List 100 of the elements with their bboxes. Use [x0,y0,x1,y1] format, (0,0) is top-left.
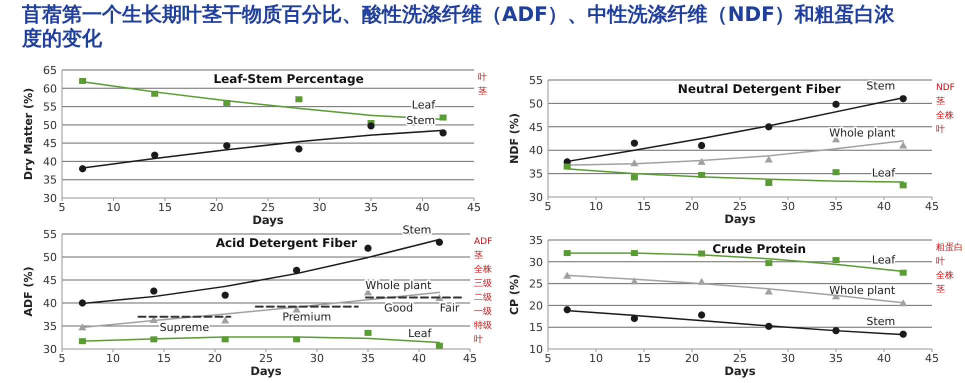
point [698,311,706,319]
point [832,257,840,264]
y-tick-label: 50 [529,97,543,110]
annotation: Fair [440,301,460,314]
text: 茎 [936,96,945,107]
x-tick-label: 40 [412,352,426,365]
series-label: Stem [866,315,896,328]
x-axis-title: Days [724,212,756,226]
x-tick-label: 10 [589,352,603,365]
point [221,316,230,324]
text: 全株 [936,270,954,281]
x-tick-label: 45 [925,200,939,213]
x-tick-label: 35 [361,352,375,365]
x-tick-label: 40 [877,200,891,213]
text: ADF [474,237,492,247]
x-axis-title: Days [250,364,282,378]
point [364,330,372,336]
point [764,287,773,294]
x-tick-label: 15 [637,200,651,213]
y-tick-label: 50 [43,251,57,264]
series-label: Stem [402,223,432,236]
text: 全株 [936,110,954,121]
y-tick-label: 45 [529,120,543,134]
x-tick-label: 30 [310,352,324,365]
x-tick-label: 15 [157,352,171,365]
x-tick-label: 5 [58,352,66,365]
x-tick-label: 45 [925,352,939,365]
point [295,96,302,102]
x-tick-label: 35 [829,200,843,213]
text: 茎 [478,86,487,97]
point [765,260,772,266]
y-tick-label: 40 [43,155,57,168]
point [900,182,907,188]
y-tick-label: 35 [43,174,57,187]
chart-title: Crude Protein [712,242,806,256]
point [223,142,230,150]
x-tick-label: 20 [208,352,222,365]
y-tick-label: 35 [529,168,543,181]
x-tick-label: 20 [685,352,699,365]
x-tick-label: 40 [416,201,430,214]
text: 特级 [474,320,492,331]
y-tick-label: 60 [43,82,57,96]
x-tick-label: 30 [781,200,795,213]
x-tick-label: 5 [544,200,552,213]
text: 一级 [474,306,492,317]
x-tick-label: 25 [733,200,747,213]
y-tick-label: 40 [43,297,57,310]
series-label: Whole plant [829,126,896,140]
point [832,169,840,176]
x-tick-label: 45 [467,201,481,214]
x-tick-label: 20 [685,200,699,213]
point [630,277,638,284]
x-tick-label: 15 [158,201,172,214]
y-axis-title: ADF (%) [22,266,35,317]
text: 叶 [936,124,945,135]
y-tick-label: 65 [43,64,57,77]
point [764,156,773,163]
point [150,287,158,295]
text: 叶 [936,256,945,267]
chart-title: Acid Detergent Fiber [216,236,358,250]
y-tick-label: 30 [43,343,57,356]
point [367,122,375,130]
x-tick-label: 5 [544,352,552,365]
y-tick-label: 35 [529,234,543,247]
x-tick-label: 5 [58,201,66,214]
text: 叶 [474,334,483,345]
point [222,292,229,299]
y-tick-label: 45 [43,274,57,287]
x-tick-label: 10 [106,201,120,214]
y-tick-label: 25 [529,278,543,291]
y-axis-title: CP (%) [508,274,521,316]
y-tick-label: 15 [529,321,543,334]
point [295,145,302,153]
text: 茎 [936,284,945,295]
y-axis-title: Dry Matter (%) [22,88,35,180]
y-axis-title: NDF (%) [508,113,521,164]
text: 粗蛋白 [936,242,963,253]
point [765,180,772,186]
annotation: Premium [282,310,332,324]
y-tick-label: 50 [43,118,57,132]
y-tick-label: 55 [43,228,57,241]
x-tick-label: 15 [637,352,651,365]
text: 叶 [478,72,487,83]
x-tick-label: 20 [210,201,224,214]
point [899,142,908,149]
point [292,305,301,312]
chart-title: Neutral Detergent Fiber [678,82,841,96]
y-tick-label: 55 [43,100,57,114]
series-label: Whole plant [829,284,896,298]
x-axis-title: Days [724,364,756,378]
point [832,100,840,108]
x-tick-label: 35 [364,201,378,214]
text: 二级 [474,292,492,303]
x-tick-label: 35 [829,352,843,365]
text: 苜蓿第一个生长期叶茎干物质百分比、酸性洗涤纤维（ADF）、中性洗涤纤维（NDF）和粗蛋白浓度的变化 [22,2,896,50]
x-tick-label: 10 [589,200,603,213]
y-tick-label: 20 [529,299,543,312]
text: 茎 [474,250,483,261]
x-tick-label: 10 [106,352,120,365]
x-axis-title: Days [252,213,284,227]
